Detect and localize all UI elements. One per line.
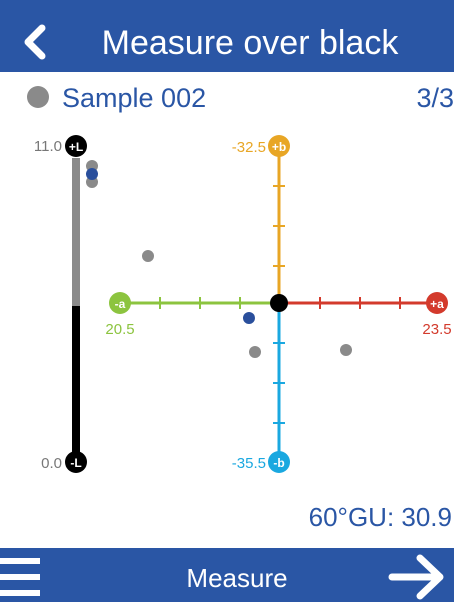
b-neg-badge	[268, 451, 290, 473]
b-top-value: -32.5	[232, 139, 266, 156]
b-neg-ticks	[273, 342, 285, 424]
b-pos-badge	[268, 135, 290, 157]
l-bar-dark	[72, 306, 80, 452]
header-bar	[0, 0, 454, 72]
sample-count: 3/3	[416, 83, 454, 113]
sample-name: Sample 002	[62, 83, 206, 113]
badge-label: -a	[115, 297, 126, 311]
next-button[interactable]	[388, 554, 444, 600]
menu-button[interactable]	[0, 558, 40, 596]
b-bottom-value: -35.5	[232, 455, 266, 472]
a-pos-ticks	[319, 297, 401, 309]
a-left-value: 20.5	[105, 321, 134, 338]
b-pos-ticks	[273, 185, 285, 267]
title: Measure over black	[102, 24, 400, 62]
a-neg-badge	[109, 292, 131, 314]
l-bottom-badge	[65, 451, 87, 473]
badge-label: +b	[272, 140, 286, 154]
l-top-badge	[65, 135, 87, 157]
back-button[interactable]	[24, 24, 46, 60]
a-right-value: 23.5	[422, 321, 451, 338]
a-neg-ticks	[159, 297, 241, 309]
reference-dots	[86, 168, 255, 324]
footer-bar	[0, 548, 454, 602]
measure-button[interactable]: Measure	[186, 563, 287, 593]
gloss-value: 60°GU: 30.9	[309, 502, 452, 532]
l-bottom-value: 0.0	[41, 455, 62, 472]
badge-label: -L	[70, 456, 81, 470]
badge-label: -b	[273, 456, 284, 470]
sample-dot	[27, 86, 49, 108]
badge-label: +L	[69, 140, 83, 154]
a-pos-badge	[426, 292, 448, 314]
l-top-value: 11.0	[34, 138, 62, 155]
l-bar-light	[72, 158, 80, 306]
origin	[270, 294, 288, 312]
badge-label: +a	[430, 297, 444, 311]
